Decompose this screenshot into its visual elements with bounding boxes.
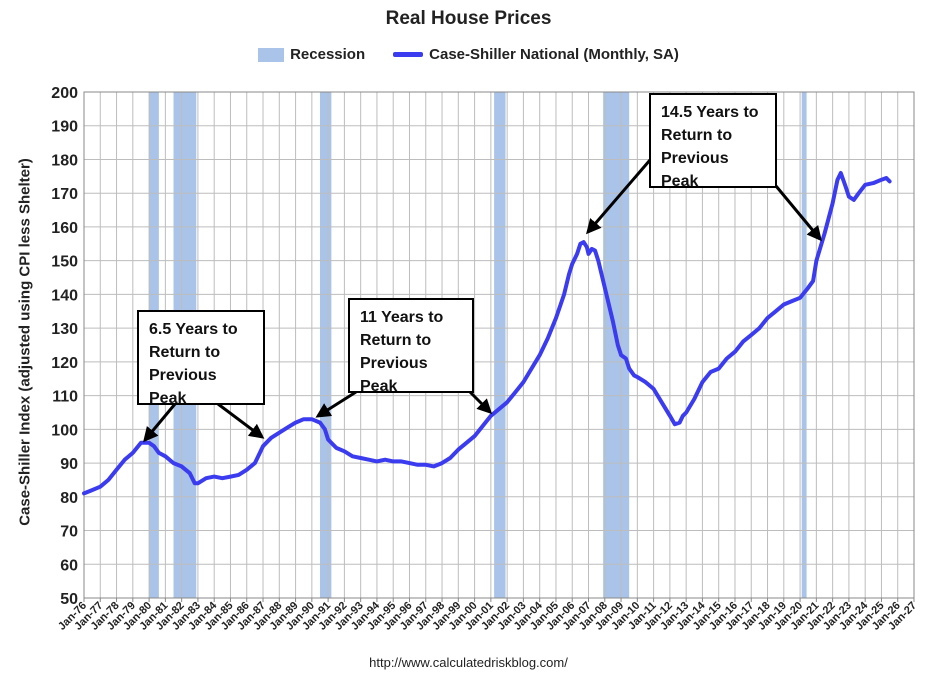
annotation-arrow <box>143 403 177 443</box>
y-axis-label: Case-Shiller Index (adjusted using CPI l… <box>16 158 34 526</box>
y-tick-label: 170 <box>51 186 78 203</box>
y-tick-label: 60 <box>60 557 78 574</box>
source-url: http://www.calculatedriskblog.com/ <box>369 655 568 670</box>
series-line <box>82 171 892 496</box>
annotation-line: 11 Years to <box>360 309 444 326</box>
annotation-11-years: 11 Years to Return to Previous Peak <box>348 298 474 395</box>
plot-border <box>83 91 915 599</box>
annotation-arrow <box>586 159 652 235</box>
chart-title: Real House Prices <box>385 8 552 29</box>
series-swatch <box>393 52 424 57</box>
y-tick-label: 70 <box>60 524 78 541</box>
y-tick-label: 160 <box>51 220 78 237</box>
recession-band <box>494 92 506 598</box>
annotation-line: 6.5 Years to <box>149 321 238 338</box>
annotation-line: Return to <box>661 127 733 144</box>
annotation-6-5-years: 6.5 Years to Return to Previous Peak <box>137 310 265 407</box>
y-tick-label: 140 <box>51 287 78 304</box>
y-tick-label: 50 <box>60 591 78 608</box>
legend-item-recession: Recession <box>258 46 365 63</box>
y-tick-label: 190 <box>51 119 78 136</box>
annotation-line: Previous Peak <box>661 150 729 190</box>
annotation-arrow <box>468 390 493 415</box>
annotation-line: 14.5 Years to <box>661 104 759 121</box>
legend-label-series: Case-Shiller National (Monthly, SA) <box>429 46 679 63</box>
y-tick-label: 100 <box>51 422 78 439</box>
legend-item-series: Case-Shiller National (Monthly, SA) <box>393 46 679 63</box>
annotation-14-5-years: 14.5 Years to Return to Previous Peak <box>649 93 777 190</box>
y-tick-label: 110 <box>52 389 78 406</box>
chart-legend: Recession Case-Shiller National (Monthly… <box>0 46 937 63</box>
y-tick-label: 200 <box>51 85 78 102</box>
annotation-line: Return to <box>360 332 432 349</box>
annotation-arrow <box>774 185 822 242</box>
recession-band <box>319 92 332 598</box>
recession-swatch <box>258 47 285 62</box>
recession-band <box>801 92 807 598</box>
annotation-line: Previous Peak <box>360 355 428 395</box>
y-tick-label: 120 <box>51 355 78 372</box>
annotation-arrow <box>315 390 357 418</box>
annotation-line: Return to <box>149 344 221 361</box>
legend-label-recession: Recession <box>290 46 366 63</box>
annotation-line: Previous Peak <box>149 367 217 407</box>
y-tick-label: 90 <box>60 456 78 473</box>
y-tick-label: 80 <box>60 490 78 507</box>
y-tick-label: 130 <box>51 321 78 338</box>
annotation-arrow <box>217 402 265 439</box>
y-tick-label: 180 <box>51 152 78 169</box>
y-tick-label: 150 <box>51 254 78 271</box>
